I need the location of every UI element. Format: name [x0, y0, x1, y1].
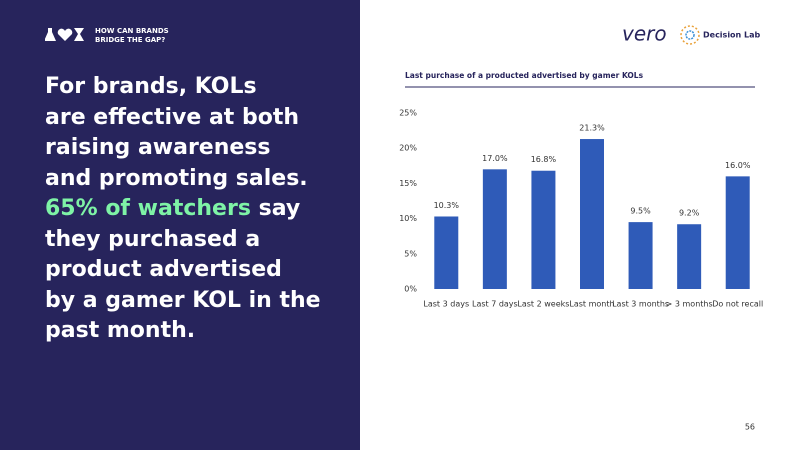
tagline: HOW CAN BRANDS BRIDGE THE GAP?: [95, 27, 169, 44]
y-tick-label: 0%: [404, 285, 417, 294]
icons: [45, 28, 84, 41]
x-tick-label: Last month: [569, 300, 614, 309]
y-tick-label: 5%: [404, 249, 417, 258]
bar: [628, 222, 653, 289]
headline-line: past month.: [45, 318, 196, 343]
value-label: 16.8%: [531, 155, 557, 164]
headline-line: they purchased a: [45, 226, 261, 252]
headline-line: and promoting sales.: [45, 165, 308, 191]
x-tick-label: Do not recall: [712, 300, 763, 309]
headline: For brands, KOLs are effective at both r…: [45, 72, 321, 347]
partner-icon: [680, 25, 700, 45]
value-label: 17.0%: [482, 154, 508, 163]
headline-text: say: [258, 196, 301, 221]
value-label: 21.3%: [579, 124, 605, 133]
headline-line: raising awareness: [45, 135, 271, 160]
highlight: 65% of watchers: [45, 196, 251, 221]
chart: vero Decision Lab Last purchase of a pro…: [399, 22, 763, 432]
bar: [725, 176, 750, 289]
value-label: 16.0%: [725, 161, 751, 170]
headline-line: are effective at both: [45, 104, 300, 130]
page-number: 56: [745, 423, 755, 432]
x-tick-label: Last 3 days: [423, 300, 469, 309]
headline-line: For brands, KOLs: [45, 74, 257, 99]
headline-line: by a gamer KOL in the: [45, 287, 321, 313]
headline-line: product advertised: [45, 257, 282, 282]
value-label: 9.5%: [630, 207, 651, 216]
bar: [434, 216, 459, 289]
value-label: 9.2%: [679, 209, 700, 218]
partner-logo: Decision Lab: [703, 31, 761, 40]
y-tick-label: 20%: [399, 144, 417, 153]
y-tick-label: 25%: [399, 109, 417, 118]
y-tick-label: 15%: [399, 179, 417, 188]
x-tick-label: Last 2 weeks: [517, 300, 569, 309]
bar: [531, 170, 556, 289]
bar: [482, 169, 507, 289]
bar: [580, 139, 604, 289]
value-label: 10.3%: [434, 201, 460, 210]
bar: [677, 224, 702, 289]
x-tick-label: Last 7 days: [472, 300, 518, 309]
x-tick-label: > 3 months: [666, 300, 713, 309]
x-tick-label: Last 3 months: [612, 300, 669, 309]
brand-logo: vero: [622, 22, 667, 46]
headline-line: 65% of watchers say: [45, 194, 321, 225]
side-panel: HOW CAN BRANDS BRIDGE THE GAP? For brand…: [0, 0, 360, 450]
y-tick-label: 10%: [399, 214, 417, 223]
chart-title: Last purchase of a producted advertised …: [405, 71, 644, 80]
